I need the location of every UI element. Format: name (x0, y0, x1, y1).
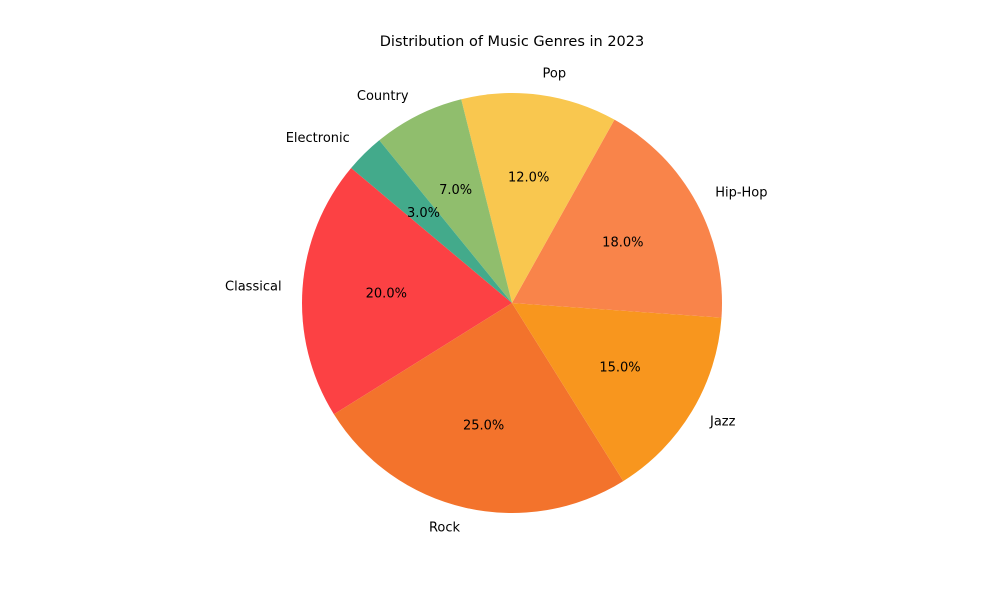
slice-label-electronic: Electronic (286, 131, 350, 146)
slice-label-hip-hop: Hip-Hop (715, 186, 767, 201)
slice-percentage-pop: 12.0% (508, 171, 549, 186)
slice-label-jazz: Jazz (709, 414, 736, 429)
pie-slice-pop (461, 93, 615, 303)
slice-percentage-electronic: 3.0% (407, 206, 440, 221)
percentage-labels: 20.0% 25.0% 15.0% 18.0% 12.0% 7.0% 3.0% (366, 171, 644, 434)
pie-slices (302, 93, 722, 513)
slice-percentage-rock: 25.0% (463, 418, 504, 433)
pie-slice-electronic (351, 140, 512, 303)
slice-label-classical: Classical (225, 279, 282, 294)
slice-label-country: Country (357, 89, 409, 104)
chart-title: Distribution of Music Genres in 2023 (380, 34, 644, 50)
slice-label-rock: Rock (429, 521, 461, 536)
slice-percentage-hip-hop: 18.0% (602, 236, 643, 251)
slice-percentage-classical: 20.0% (366, 287, 407, 302)
category-labels: Classical Rock Jazz Hip-Hop Pop Country Electr… (225, 67, 767, 536)
pie-slice-rock (333, 303, 624, 513)
slice-percentage-jazz: 15.0% (599, 360, 640, 375)
slice-percentage-country: 7.0% (439, 183, 472, 198)
pie-slice-hip-hop (512, 119, 722, 318)
pie-slice-classical (302, 168, 512, 415)
slice-label-pop: Pop (543, 67, 567, 82)
pie-slice-country (379, 99, 512, 303)
pie-slice-jazz (512, 303, 722, 482)
